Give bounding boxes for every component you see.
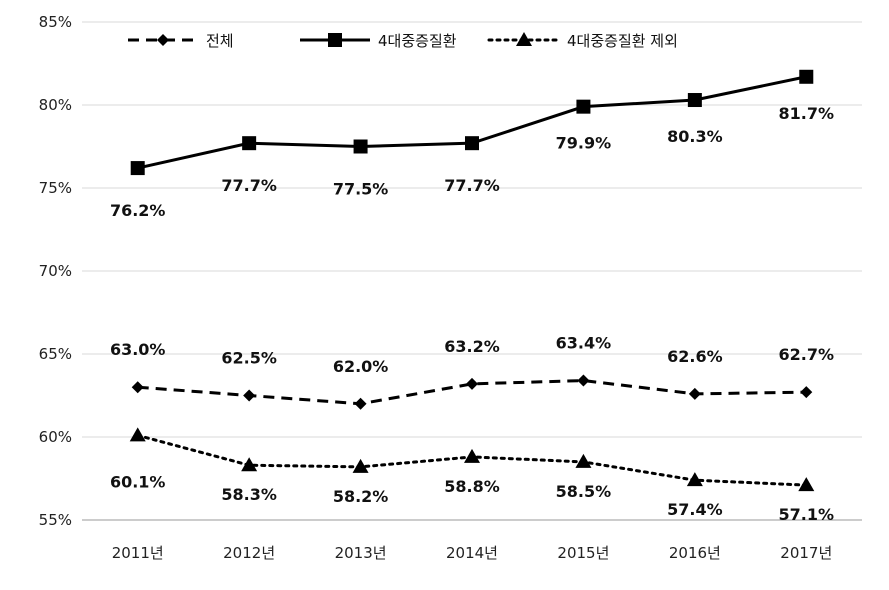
data-label: 62.5% [221, 349, 277, 368]
data-label: 58.3% [221, 485, 277, 504]
y-tick-label: 80% [39, 96, 72, 114]
data-point [466, 377, 478, 390]
data-label: 63.4% [556, 334, 612, 353]
legend-marker [516, 32, 532, 46]
data-point [800, 386, 813, 399]
data-point [688, 387, 701, 400]
data-label: 79.9% [556, 134, 612, 153]
gridlines [82, 21, 862, 521]
data-point [130, 161, 145, 176]
y-tick-label: 75% [39, 179, 72, 197]
legend-item: 전체 [128, 32, 234, 50]
data-point [354, 397, 367, 410]
series-line [137, 75, 807, 170]
data-label: 77.7% [444, 176, 500, 195]
y-tick-label: 55% [39, 511, 72, 529]
series-group [129, 69, 815, 492]
data-point [799, 69, 814, 84]
x-tick-label: 2011년 [112, 544, 164, 562]
data-point [686, 472, 703, 487]
data-point [129, 427, 146, 442]
x-tick-label: 2015년 [557, 544, 609, 562]
legend-label: 4대중증질환 [378, 32, 457, 50]
legend-marker [157, 34, 169, 46]
data-point [575, 453, 592, 468]
data-label: 58.8% [444, 477, 500, 496]
series-diamond [131, 374, 813, 410]
data-label: 81.7% [779, 104, 835, 123]
data-point [353, 139, 368, 154]
data-point [798, 477, 815, 492]
x-tick-label: 2017년 [780, 544, 832, 562]
x-axis-tick-labels: 2011년 2012년 2013년 2014년 2015년 2016년 2017년 [112, 544, 833, 562]
legend-marker [328, 33, 342, 47]
data-label: 57.4% [667, 500, 723, 519]
data-label: 80.3% [667, 127, 723, 146]
data-label: 62.7% [779, 345, 835, 364]
data-labels: 63.0% 62.5% 62.0% 63.2% 63.4% 62.6% 62.7% 76.2%… [110, 104, 834, 524]
series-triangle [129, 427, 815, 492]
data-label: 60.1% [110, 472, 166, 491]
x-tick-label: 2014년 [446, 544, 498, 562]
data-point [241, 457, 258, 472]
y-tick-label: 60% [39, 428, 72, 446]
legend-item: 4대중증질환 제외 [487, 32, 678, 50]
data-label: 62.6% [667, 347, 723, 366]
data-point [464, 448, 480, 463]
data-label: 57.1% [779, 505, 835, 524]
data-point [131, 381, 144, 394]
data-point [576, 99, 591, 114]
legend-label: 4대중증질환 제외 [567, 32, 678, 50]
series-square [130, 69, 814, 176]
data-label: 58.2% [333, 487, 389, 506]
data-label: 58.5% [556, 482, 612, 501]
data-point [465, 136, 479, 151]
legend-label: 전체 [206, 32, 234, 50]
data-label: 62.0% [333, 357, 389, 376]
data-label: 63.0% [110, 340, 166, 359]
data-point [242, 136, 257, 151]
data-point [687, 93, 702, 108]
data-point [352, 458, 369, 473]
data-point [243, 389, 256, 402]
y-tick-label: 65% [39, 345, 72, 363]
x-tick-label: 2013년 [335, 544, 387, 562]
data-label: 63.2% [444, 337, 500, 356]
data-point [577, 374, 590, 387]
y-tick-label: 70% [39, 262, 72, 280]
x-tick-label: 2012년 [223, 544, 275, 562]
legend-item: 4대중증질환 [300, 32, 457, 50]
y-tick-label: 85% [39, 13, 72, 31]
data-label: 77.7% [221, 176, 277, 195]
x-tick-label: 2016년 [669, 544, 721, 562]
legend: 전체 4대중증질환 4대중증질환 제외 [128, 32, 678, 50]
data-label: 76.2% [110, 201, 166, 220]
y-axis-tick-labels: 55% 60% 65% 70% 75% 80% 85% [39, 13, 72, 529]
data-label: 77.5% [333, 180, 389, 199]
